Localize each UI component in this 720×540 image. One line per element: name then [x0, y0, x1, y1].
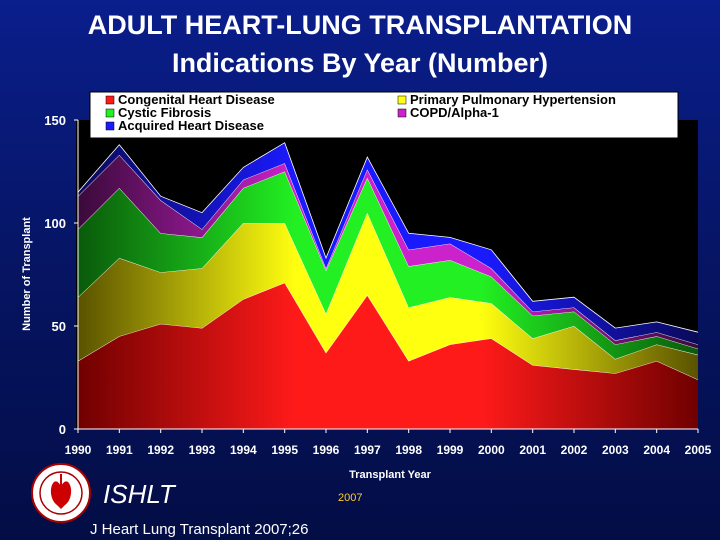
title-line-2: Indications By Year (Number) — [171, 48, 549, 78]
area-primary-pulmonary-hypertension — [78, 212, 698, 380]
org-label: ISHLT — [103, 479, 175, 509]
x-tick-label: 2001 — [519, 443, 546, 457]
year-note: 2007 — [338, 492, 363, 504]
x-axis-label: Transplant Year — [349, 469, 431, 481]
area-congenital-heart-disease — [78, 282, 698, 429]
area-cystic-fibrosis — [78, 171, 698, 359]
legend-swatch-copd-alpha-1 — [397, 108, 407, 118]
x-tick-label: 2000 — [478, 443, 505, 457]
legend-label-cystic-fibrosis: Cystic Fibrosis — [118, 105, 211, 120]
x-tick-label: 1999 — [437, 443, 464, 457]
x-tick-label: 1995 — [271, 443, 298, 457]
citation: J Heart Lung Transplant 2007;26 — [90, 521, 309, 538]
x-tick-label: 1996 — [313, 443, 340, 457]
x-tick-label: 2002 — [561, 443, 588, 457]
legend-swatch-cystic-fibrosis — [105, 108, 115, 118]
legend-label-primary-pulmonary-hypertension: Primary Pulmonary Hypertension — [410, 92, 616, 107]
x-tick-label: 1998 — [395, 443, 422, 457]
y-tick-label: 150 — [44, 113, 66, 128]
legend-swatch-acquired-heart-disease — [105, 121, 115, 131]
area-edge-acquired-heart-disease — [77, 142, 699, 333]
legend-swatch-congenital-heart-disease — [105, 95, 115, 105]
legend-label-acquired-heart-disease: Acquired Heart Disease — [118, 118, 264, 133]
title-line-1: ADULT HEART-LUNG TRANSPLANTATION — [87, 10, 633, 40]
x-tick-label: 1991 — [106, 443, 133, 457]
y-axis-label: Number of Transplant — [21, 217, 33, 331]
legend-label-copd-alpha-1: COPD/Alpha-1 — [410, 105, 499, 120]
legend-swatch-primary-pulmonary-hypertension — [397, 95, 407, 105]
legend-label-congenital-heart-disease: Congenital Heart Disease — [118, 92, 275, 107]
x-tick-label: 1994 — [230, 443, 257, 457]
x-tick-label: 1993 — [189, 443, 216, 457]
y-tick-label: 100 — [44, 216, 66, 231]
x-tick-label: 1997 — [354, 443, 381, 457]
ishlt-logo — [31, 463, 91, 523]
x-tick-label: 2005 — [685, 443, 712, 457]
x-tick-label: 1990 — [65, 443, 92, 457]
y-tick-label: 0 — [59, 422, 66, 437]
x-tick-label: 2004 — [643, 443, 670, 457]
y-tick-label: 50 — [52, 319, 66, 334]
legend-box — [89, 91, 679, 139]
x-tick-label: 1992 — [147, 443, 174, 457]
x-tick-label: 2003 — [602, 443, 629, 457]
